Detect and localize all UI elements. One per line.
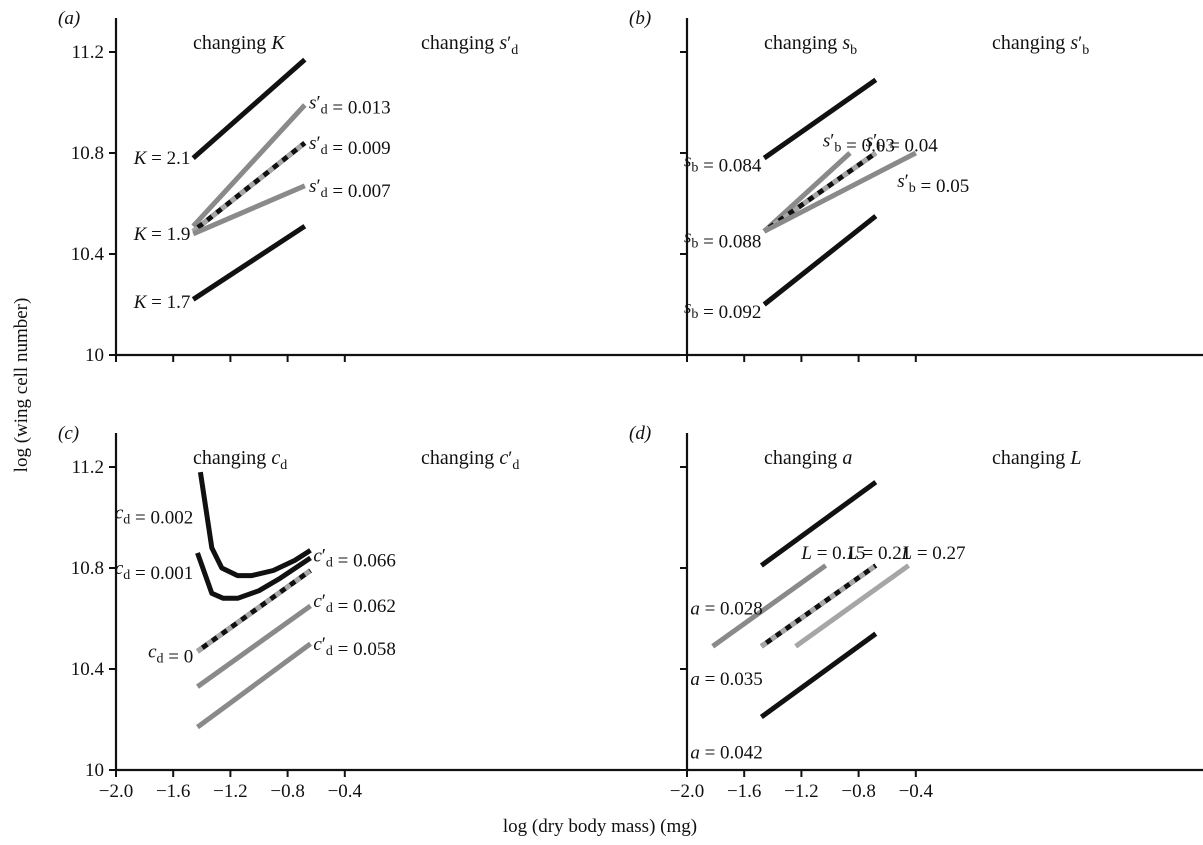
y-tick-label: 10.4 (71, 244, 105, 265)
x-tick-label: −0.8 (270, 781, 304, 802)
series-label: K = 1.7 (133, 292, 191, 313)
panel-d: −2.0 −1.6 −1.2 −0.8 −0.4 (d) changing a changin… (629, 423, 1203, 802)
x-tick-label: −1.2 (784, 781, 818, 802)
y-tick-label: 10.4 (71, 659, 105, 680)
x-tick-label: −2.0 (99, 781, 133, 802)
series-label: cd = 0 (148, 641, 193, 667)
series-line (191, 103, 307, 228)
series-line (196, 641, 312, 730)
series-label: K = 2.1 (133, 148, 191, 169)
panel-header-right: changing L (992, 447, 1081, 469)
x-tick-label: −2.0 (670, 781, 704, 802)
panel-b: (b) changing sb changing s′b sb = 0.084 sb =… (629, 8, 1203, 362)
panel-tag: (a) (58, 8, 80, 29)
series-label: K = 1.9 (133, 224, 191, 245)
x-tick-label: −1.2 (213, 781, 247, 802)
series-line (794, 563, 911, 649)
series-label: a = 0.042 (690, 742, 762, 763)
series-line-dashed-base (762, 150, 878, 234)
series-line (759, 631, 878, 720)
series-line-dashed (762, 150, 878, 234)
series-label: sb = 0.092 (684, 297, 761, 323)
x-axis-title: log (dry body mass) (mg) (503, 816, 697, 837)
panel-tag: (c) (58, 423, 79, 444)
series-label: cd = 0.002 (115, 502, 193, 528)
series-line (762, 77, 878, 161)
panel-header-left: changing K (193, 32, 286, 54)
x-tick-label: −0.4 (899, 781, 934, 802)
series-line-dashed-base (196, 568, 312, 654)
series-line-dashed-base (759, 563, 878, 649)
y-tick-label: 10 (85, 345, 104, 366)
panel-header-right: changing s′d (421, 32, 518, 58)
series-line (763, 150, 917, 234)
panel-tag: (d) (629, 423, 651, 444)
series-label: sb = 0.084 (684, 151, 762, 177)
y-tick-label: 10 (85, 760, 104, 781)
series-label: c′d = 0.062 (313, 591, 396, 617)
y-tick-label: 10.8 (71, 143, 104, 164)
series-label: s′d = 0.013 (309, 93, 391, 119)
series-label: c′d = 0.066 (313, 545, 396, 571)
series-label: sb = 0.088 (684, 226, 761, 252)
y-axis-title: log (wing cell number) (11, 298, 32, 473)
panel-header-right: changing s′b (992, 32, 1089, 58)
series-label: L = 0.27 (901, 543, 966, 564)
series-line (197, 471, 312, 579)
series-label: s′b = 0.04 (866, 130, 939, 156)
panel-a: 10 10.4 10.8 11.2 (a) changing K changing s′d K… (58, 8, 680, 366)
series-label: s′b = 0.03 (823, 130, 895, 156)
series-label: s′d = 0.009 (309, 133, 391, 159)
series-label: s′b = 0.05 (897, 171, 969, 197)
y-tick-label: 11.2 (71, 42, 104, 63)
series-label: c′d = 0.058 (313, 634, 396, 660)
series-line (191, 57, 307, 160)
series-label: a = 0.028 (690, 598, 762, 619)
series-line (759, 480, 878, 568)
series-label: a = 0.035 (690, 669, 762, 690)
series-label: L = 0.15 (800, 543, 865, 564)
series-line (191, 224, 307, 302)
series-line (762, 214, 878, 307)
panel-header-left: changing cd (193, 447, 287, 473)
panel-header-left: changing a (764, 447, 852, 469)
series-line-dashed-base (191, 140, 307, 234)
panel-tag: (b) (629, 8, 651, 29)
panel-header-left: changing sb (764, 32, 857, 58)
series-label: L = 0.21 (846, 543, 911, 564)
y-tick-label: 11.2 (71, 457, 104, 478)
x-tick-label: −1.6 (727, 781, 761, 802)
y-tick-label: 10.8 (71, 558, 104, 579)
panel-header-right: changing c′d (421, 447, 519, 473)
series-line (196, 603, 312, 689)
panel-c: 10 10.4 10.8 11.2 −2.0 −1.6 −1.2 −0.8 −0.4 (c) cha… (58, 423, 680, 802)
x-tick-label: −0.8 (841, 781, 875, 802)
series-line (192, 183, 306, 237)
series-line (711, 563, 828, 649)
x-tick-label: −0.4 (328, 781, 363, 802)
series-label: cd = 0.001 (115, 558, 193, 584)
series-line (195, 552, 312, 601)
x-tick-label: −1.6 (156, 781, 190, 802)
series-label: s′d = 0.007 (309, 176, 391, 202)
